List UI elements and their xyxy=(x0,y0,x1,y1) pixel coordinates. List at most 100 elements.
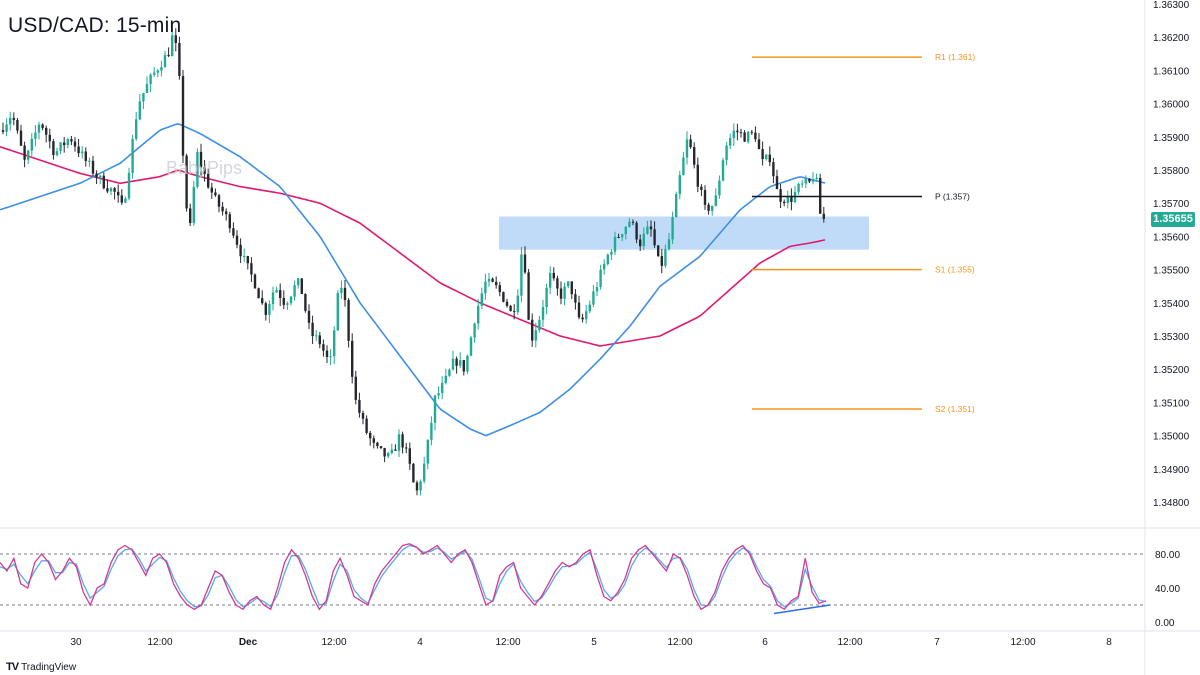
candle-body xyxy=(660,256,663,266)
candle-body xyxy=(88,160,91,162)
candle-body xyxy=(239,244,242,257)
candle-body xyxy=(16,120,19,131)
watermark-text: BabyPips xyxy=(166,158,243,178)
price-tick-label: 1.35100 xyxy=(1153,398,1190,409)
candle-body xyxy=(804,179,807,184)
candle-body xyxy=(59,142,62,152)
candle-body xyxy=(696,164,699,187)
candle-body xyxy=(300,278,303,294)
candle-body xyxy=(318,335,321,345)
candle-body xyxy=(703,190,707,205)
candle-body xyxy=(783,201,786,204)
candle-body xyxy=(480,293,483,306)
candle-body xyxy=(563,286,566,299)
candle-body xyxy=(505,301,509,306)
time-tick-label: 30 xyxy=(70,637,82,648)
candle-body xyxy=(70,139,73,142)
candle-body xyxy=(430,422,433,440)
candle-body xyxy=(469,337,473,356)
candle-body xyxy=(138,101,141,120)
candle-body xyxy=(743,132,746,142)
candle-body xyxy=(55,151,59,155)
stochastic-d-line xyxy=(0,544,827,608)
candle-body xyxy=(311,322,314,336)
candle-body xyxy=(34,132,37,139)
candle-body xyxy=(325,350,329,357)
candle-body xyxy=(473,323,476,338)
candle-body xyxy=(156,70,159,73)
candle-body xyxy=(387,453,390,457)
candle-body xyxy=(570,281,573,295)
candle-body xyxy=(297,278,300,286)
support-zone xyxy=(499,216,869,250)
candle-body xyxy=(714,195,717,206)
candle-body xyxy=(210,187,213,193)
candle-body xyxy=(48,134,51,142)
time-tick-label: Dec xyxy=(239,637,258,648)
time-tick-label: 12:00 xyxy=(147,637,172,648)
pivot-level-label: P (1.357) xyxy=(935,192,970,202)
moving-average-slow xyxy=(0,146,826,347)
time-tick-label: 7 xyxy=(934,637,940,648)
candle-body xyxy=(181,76,185,156)
price-tick-label: 1.35200 xyxy=(1153,365,1190,376)
candle-body xyxy=(196,151,199,187)
candle-body xyxy=(358,399,361,413)
candle-body xyxy=(419,481,422,491)
candle-body xyxy=(462,360,465,372)
candle-body xyxy=(678,175,681,195)
candle-body xyxy=(657,245,660,257)
candle-body xyxy=(250,263,253,275)
candle-body xyxy=(102,175,105,189)
price-tick-label: 1.36200 xyxy=(1153,33,1190,44)
candle-body xyxy=(106,188,109,192)
candle-body xyxy=(127,172,131,199)
candle-body xyxy=(286,303,289,305)
oscillator-tick-label: 80.00 xyxy=(1155,550,1180,561)
candle-body xyxy=(178,43,181,76)
candle-body xyxy=(264,303,267,315)
candle-body xyxy=(185,155,188,209)
candle-body xyxy=(19,130,23,146)
candle-body xyxy=(451,358,455,370)
price-tick-label: 1.36300 xyxy=(1153,0,1190,11)
candle-body xyxy=(365,418,368,433)
price-tick-label: 1.35400 xyxy=(1153,299,1190,310)
candle-body xyxy=(610,251,613,255)
price-tick-label: 1.35000 xyxy=(1153,432,1190,443)
candle-body xyxy=(685,139,689,158)
price-tick-label: 1.35600 xyxy=(1153,232,1190,243)
candle-body xyxy=(120,195,123,203)
candle-body xyxy=(567,281,570,287)
candle-body xyxy=(354,376,357,400)
candle-body xyxy=(199,151,203,168)
pivot-level-label: S2 (1.351) xyxy=(935,404,975,414)
candle-body xyxy=(45,127,48,135)
candle-body xyxy=(268,304,271,315)
candle-body xyxy=(91,160,95,174)
candle-body xyxy=(444,375,447,383)
candle-body xyxy=(426,439,429,464)
candle-body xyxy=(160,67,163,71)
candle-body xyxy=(322,344,325,351)
candle-body xyxy=(383,448,386,457)
candle-body xyxy=(12,118,15,120)
candle-body xyxy=(801,183,804,185)
candle-body xyxy=(1,130,5,132)
candle-body xyxy=(541,307,545,320)
candle-body xyxy=(523,254,527,273)
candle-body xyxy=(811,179,815,182)
candle-body xyxy=(700,186,703,190)
time-tick-label: 12:00 xyxy=(1010,637,1035,648)
price-tick-label: 1.34900 xyxy=(1153,465,1190,476)
candle-body xyxy=(736,130,739,133)
candle-body xyxy=(707,204,710,211)
candle-body xyxy=(487,278,491,282)
candle-body xyxy=(747,131,750,142)
candle-body xyxy=(786,196,789,203)
candle-body xyxy=(552,272,555,279)
candle-body xyxy=(498,285,501,293)
candle-body xyxy=(815,178,818,179)
candle-body xyxy=(588,304,591,312)
candle-body xyxy=(343,287,347,300)
